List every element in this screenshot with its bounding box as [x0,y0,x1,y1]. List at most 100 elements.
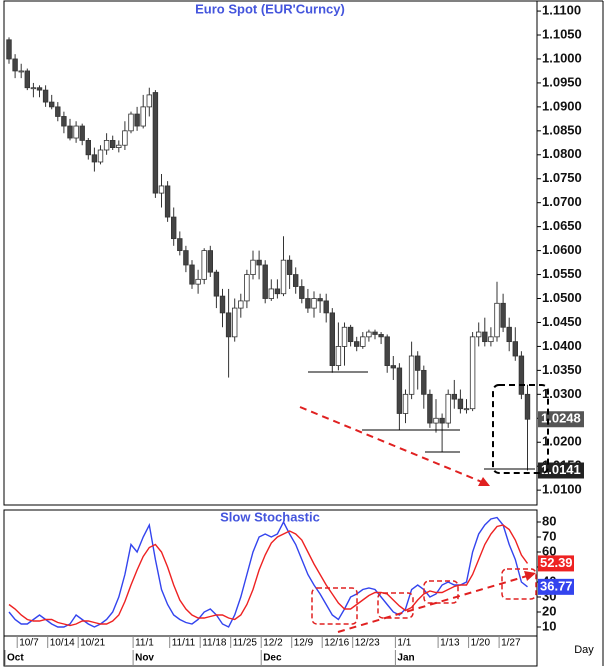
candle-body [469,336,476,410]
candle-body [360,336,366,347]
candle-body [488,336,494,343]
y-tick-label: 1.0100 [542,482,582,497]
candle-body [231,307,238,338]
x-tick-label: 11/1 [135,638,154,649]
candle-body [378,334,384,338]
candle-body [6,39,12,60]
candle-body [402,393,409,414]
candle-body [366,331,372,338]
candle-body [116,144,122,149]
candle-body [238,300,244,309]
y-tick-label: 20 [542,603,556,618]
candle-body [244,274,250,302]
candle-body [433,417,439,424]
candle-body [219,295,226,314]
candle-body [396,367,403,414]
candle-body [414,355,421,371]
x-tick-label: 12/9 [294,638,314,649]
candle-body [79,125,85,141]
price-tag: 1.0141 [541,462,581,477]
candle-body [170,216,177,240]
x-tick-label: 11/11 [172,638,196,649]
candle-body [305,298,311,309]
candle-body [195,278,201,285]
y-tick-label: 1.0550 [542,266,582,281]
price-tag: 1.0248 [541,411,581,426]
x-tick-label: 1/20 [471,638,491,649]
y-tick-label: 1.0500 [542,290,582,305]
x-unit: Day [574,644,594,656]
candle-body [463,408,470,411]
x-tick-label: 10/21 [80,638,105,649]
candle-body [372,331,378,335]
candle-body [189,264,195,285]
highlight-box [311,587,358,625]
y-tick-label: 1.0200 [542,434,582,449]
annotations [299,371,549,633]
candle-body [164,185,171,218]
marks: 1.01001.01501.02001.02501.03001.03501.04… [4,2,584,666]
trend-arrow [299,406,483,483]
y-tick-label: 1.0700 [542,194,582,209]
month-label: Nov [135,653,154,664]
y-tick-label: 1.0650 [542,218,582,233]
y-tick-label: 1.0800 [542,146,582,161]
y-tick-label: 1.0450 [542,314,582,329]
x-tick-label: 10/7 [19,638,39,649]
candle-body [134,113,140,127]
candle-body [323,300,329,314]
candle-body [427,393,433,424]
highlight-box [492,384,549,474]
candle-body [286,259,293,275]
x-tick-label: 1/13 [440,638,460,649]
value-tag-box [538,555,574,572]
y-tick-label: 1.0750 [542,170,582,185]
candle-body [390,365,396,369]
arrow-head [524,571,536,581]
trend-arrow [337,575,528,633]
x-tick-label: 10/14 [50,638,75,649]
highlight-box [377,592,414,619]
candle-body [512,341,518,357]
candle-body [299,286,305,299]
highlight-box [423,580,459,604]
candle-body [439,417,445,424]
candle-body [85,140,91,156]
y-tick-label: 1.1000 [542,50,582,65]
value-label: 52.39 [540,555,573,570]
candle-body [110,140,116,149]
month-label: Dec [263,653,282,664]
candle-body [518,355,525,395]
stoch-title: Slow Stochastic [220,509,320,524]
candle-body [353,341,360,347]
y-tick-label: 1.0400 [542,338,582,353]
y-tick-label: 1.0300 [542,386,582,401]
y-tick-label: 1.0350 [542,362,582,377]
value-tag-box [538,578,574,595]
candle-body [225,312,232,338]
x-tick-label: 12/16 [324,638,349,649]
candle-body [311,298,317,309]
candle-body [500,302,506,328]
candle-body [347,326,354,343]
date-strip [3,635,538,667]
candle-body [335,346,342,366]
candle-body [152,92,159,194]
candle-body [268,288,274,299]
stoch-line [8,524,529,627]
y-tick-label: 1.1100 [542,2,581,17]
candle-body [274,288,281,295]
candle-body [384,336,390,366]
price-tag-box [538,411,584,428]
candle-body [128,113,134,132]
y-tick-label: 1.0600 [542,242,582,257]
candle-body [421,369,427,395]
month-label: Oct [7,653,24,664]
month-label: Jan [397,653,414,664]
value-label: 36.77 [540,578,573,593]
candle-body [158,185,165,194]
candle-body [67,125,73,139]
y-tick-label: 80 [542,513,556,528]
